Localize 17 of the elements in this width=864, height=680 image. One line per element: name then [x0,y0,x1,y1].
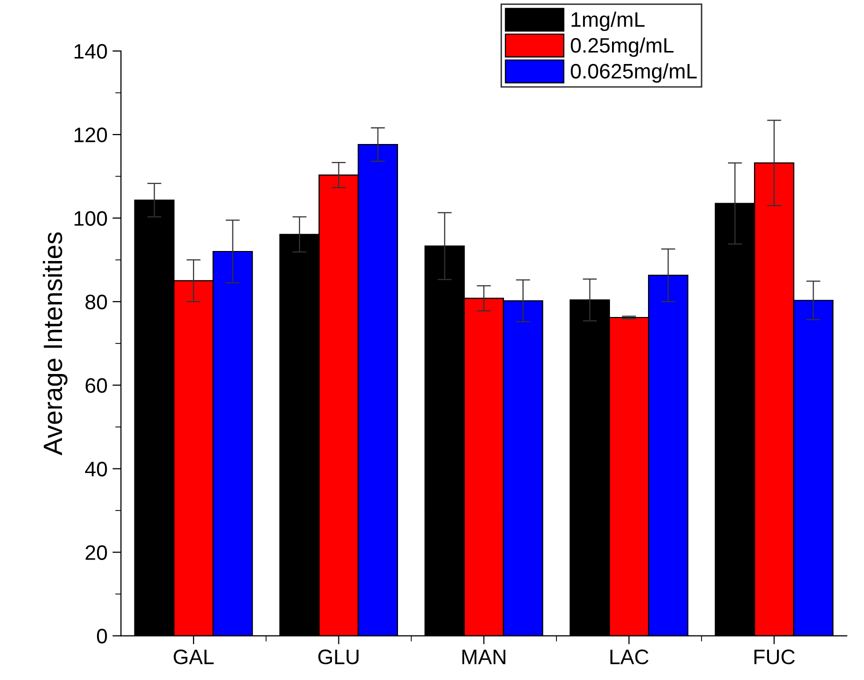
x-tick-label: FUC [754,650,795,664]
x-tick-label: GLU [318,650,358,664]
legend-label: 0.25mg/mL [570,37,674,57]
x-tick-label: MAN [462,650,506,664]
y-tick-label: 0 [96,628,107,644]
y-tick-label: 140 [74,44,107,59]
x-tick-label: GAL [174,650,214,664]
y-tick-label: 20 [86,545,107,560]
y-tick-label: 120 [74,128,107,142]
legend-label: 1mg/mL [572,12,645,32]
x-tick-label: LAC [610,650,648,664]
y-tick-label: 80 [86,294,107,310]
y-tick-label: 100 [74,211,107,226]
y-axis-title: Average Intensities [42,232,68,456]
y-tick-label: 60 [86,378,107,393]
legend-label: 0.0625mg/mL [570,63,697,83]
y-tick-label: 40 [85,462,107,476]
